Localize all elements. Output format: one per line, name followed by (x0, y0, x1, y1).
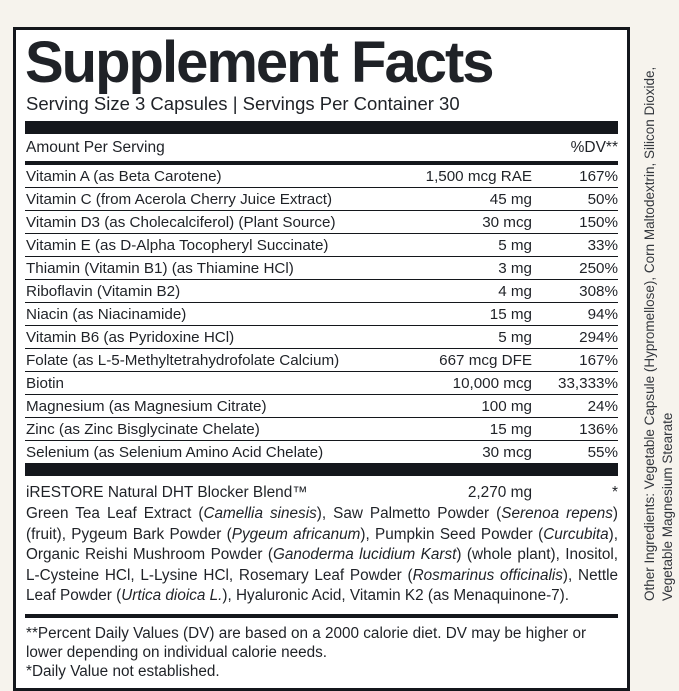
table-row: Thiamin (Vitamin B1) (as Thiamine HCl) 3… (25, 257, 618, 280)
nutrient-name: Folate (as L-5-Methyltetrahydrofolate Ca… (26, 352, 340, 369)
supplement-facts-panel: Supplement Facts Serving Size 3 Capsules… (13, 27, 630, 691)
blend-latin-name: Rosmarinus officinalis (412, 566, 563, 584)
nutrient-dv: 50% (587, 191, 618, 208)
blend-ingredient-text: ) (whole plant), Inositol, L-Cysteine HC… (26, 546, 619, 584)
table-row: Zinc (as Zinc Bisglycinate Chelate) 15 m… (25, 418, 618, 441)
other-ingredients-line-2: Vegetable Magnesium Stearate (659, 412, 675, 601)
blend-ingredient-text: ), Pumpkin Seed Powder ( (360, 525, 544, 543)
nutrient-amount: 5 mg (498, 329, 532, 346)
percent-dv-header: %DV** (570, 139, 618, 156)
table-row: Magnesium (as Magnesium Citrate) 100 mg … (25, 395, 618, 418)
nutrient-name: Riboflavin (Vitamin B2) (26, 283, 181, 300)
blend-latin-name: Urtica dioica L. (121, 587, 223, 604)
blend-ingredient-text: ), Nettle Leaf Powder ( (26, 566, 618, 605)
blend-ingredient-text: Green Tea Leaf Extract ( (26, 505, 204, 522)
table-row: Vitamin A (as Beta Carotene) 1,500 mcg R… (25, 165, 618, 188)
nutrient-name: Vitamin C (from Acerola Cherry Juice Ext… (26, 191, 333, 208)
nutrient-table: Vitamin A (as Beta Carotene) 1,500 mcg R… (25, 165, 618, 463)
nutrient-dv: 167% (579, 352, 618, 369)
nutrient-amount: 30 mcg (482, 444, 532, 461)
nutrient-amount: 10,000 mcg (452, 375, 532, 392)
amount-per-serving-header: Amount Per Serving (26, 139, 165, 156)
nutrient-dv: 94% (587, 306, 618, 323)
nutrient-name: Vitamin A (as Beta Carotene) (26, 168, 222, 185)
percent-dv-footnote: **Percent Daily Values (DV) are based on… (26, 624, 587, 661)
nutrient-dv: 136% (579, 421, 618, 438)
nutrient-amount: 30 mcg (482, 214, 532, 231)
nutrient-amount: 3 mg (498, 260, 532, 277)
nutrient-amount: 5 mg (498, 237, 532, 254)
blend-ingredient-text: ), Hyaluronic Acid, Vitamin K2 (as Menaq… (222, 587, 570, 604)
divider-bar-blend (25, 463, 618, 476)
nutrient-amount: 15 mg (489, 306, 532, 323)
nutrient-dv: 250% (579, 260, 618, 277)
table-row: Biotin 10,000 mcg 33,333% (25, 372, 618, 395)
supplement-facts-title: Supplement Facts (25, 30, 495, 95)
nutrient-name: Vitamin B6 (as Pyridoxine HCl) (26, 329, 235, 346)
blend-ingredients-paragraph: Green Tea Leaf Extract (Camellia sinesis… (25, 504, 618, 614)
nutrient-amount: 45 mg (489, 191, 532, 208)
nutrient-dv: 33% (587, 237, 618, 254)
nutrient-name: Zinc (as Zinc Bisglycinate Chelate) (26, 421, 260, 438)
nutrient-dv: 167% (579, 168, 618, 185)
blend-header-row: iRESTORE Natural DHT Blocker Blend™ 2,27… (25, 476, 618, 504)
table-row: Folate (as L-5-Methyltetrahydrofolate Ca… (25, 349, 618, 372)
divider-bar-top (25, 121, 618, 134)
table-row: Selenium (as Selenium Amino Acid Chelate… (25, 441, 618, 463)
footnote-rule (25, 613, 618, 618)
table-row: Niacin (as Niacinamide) 15 mg 94% (25, 303, 618, 326)
blend-latin-name: Pygeum africanum (231, 525, 361, 543)
nutrient-amount: 15 mg (489, 421, 532, 438)
table-row: Vitamin D3 (as Cholecalciferol) (Plant S… (25, 211, 618, 234)
blend-latin-name: Serenoa repens (501, 505, 613, 522)
nutrient-amount: 4 mg (498, 283, 532, 300)
nutrient-dv: 33,333% (558, 375, 618, 392)
nutrient-dv: 308% (579, 283, 618, 300)
blend-dv-asterisk: * (612, 484, 618, 501)
blend-amount: 2,270 mg (467, 484, 532, 501)
blend-latin-name: Ganoderma lucidium Karst (272, 546, 457, 563)
nutrient-amount: 667 mcg DFE (439, 352, 532, 369)
blend-latin-name: Curcubita (543, 525, 609, 543)
daily-value-footnote: *Daily Value not established. (26, 662, 220, 680)
nutrient-dv: 150% (579, 214, 618, 231)
table-row: Vitamin E (as D-Alpha Tocopheryl Succina… (25, 234, 618, 257)
nutrient-amount: 1,500 mcg RAE (425, 168, 532, 185)
table-header-row: Amount Per Serving %DV** (25, 134, 618, 161)
blend-ingredient-text: ) (fruit), Pygeum Bark Powder ( (26, 505, 619, 543)
serving-size-line: Serving Size 3 Capsules | Servings Per C… (26, 93, 460, 114)
other-ingredients-vertical-text: Other Ingredients: Vegetable Capsule (Hy… (641, 14, 676, 601)
nutrient-amount: 100 mg (481, 398, 532, 415)
header-rule (25, 161, 618, 165)
table-row: Riboflavin (Vitamin B2) 4 mg 308% (25, 280, 618, 303)
nutrient-name: Thiamin (Vitamin B1) (as Thiamine HCl) (26, 260, 294, 277)
blend-ingredient-text: ), Saw Palmetto Powder ( (316, 505, 502, 522)
blend-name: iRESTORE Natural DHT Blocker Blend™ (26, 484, 308, 501)
nutrient-dv: 24% (587, 398, 618, 415)
nutrient-name: Vitamin E (as D-Alpha Tocopheryl Succina… (26, 237, 329, 254)
nutrient-name: Magnesium (as Magnesium Citrate) (26, 398, 267, 415)
nutrient-name: Niacin (as Niacinamide) (26, 306, 187, 323)
nutrient-name: Biotin (26, 375, 64, 392)
blend-ingredient-text: ), Organic Reishi Mushroom Powder ( (26, 525, 619, 564)
table-row: Vitamin C (from Acerola Cherry Juice Ext… (25, 188, 618, 211)
table-row: Vitamin B6 (as Pyridoxine HCl) 5 mg 294% (25, 326, 618, 349)
nutrient-dv: 55% (587, 444, 618, 461)
nutrient-dv: 294% (579, 329, 618, 346)
other-ingredients-line-1: Other Ingredients: Vegetable Capsule (Hy… (642, 66, 657, 601)
blend-latin-name: Camellia sinesis (203, 505, 317, 522)
nutrient-name: Selenium (as Selenium Amino Acid Chelate… (26, 444, 324, 461)
nutrient-name: Vitamin D3 (as Cholecalciferol) (Plant S… (26, 214, 336, 231)
